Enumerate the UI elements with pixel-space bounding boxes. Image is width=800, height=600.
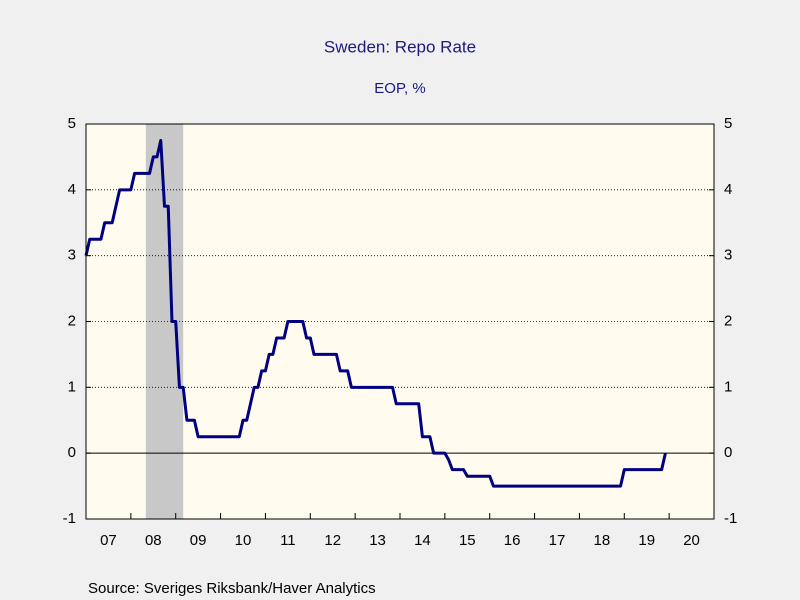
plot-border xyxy=(85,123,715,520)
source-note: Source: Sveriges Riksbank/Haver Analytic… xyxy=(88,580,376,597)
y2-tick-label: 1 xyxy=(724,378,732,395)
x-tick-label: 07 xyxy=(100,532,117,549)
x-tick-label: 17 xyxy=(549,532,566,549)
x-tick-label: 12 xyxy=(324,532,341,549)
data-line xyxy=(84,138,667,488)
y2-tick-label: 0 xyxy=(724,444,732,461)
x-tick-label: 14 xyxy=(414,532,431,549)
x-tick-label: 10 xyxy=(235,532,252,549)
x-tick-label: 20 xyxy=(683,532,700,549)
y-tick-label: 5 xyxy=(68,115,76,132)
y2-tick-label: 2 xyxy=(724,312,732,329)
x-tick-label: 19 xyxy=(638,532,655,549)
x-tick-label: 11 xyxy=(280,532,296,549)
x-tick-label: 09 xyxy=(190,532,207,549)
y-tick-label: 4 xyxy=(68,181,76,198)
chart-subtitle: EOP, % xyxy=(374,80,425,97)
x-tick-label: 13 xyxy=(369,532,386,549)
y-tick-label: 3 xyxy=(68,247,76,264)
y2-tick-label: -1 xyxy=(724,510,737,527)
y2-tick-label: 4 xyxy=(724,181,732,198)
y-tick-label: 0 xyxy=(68,444,76,461)
y-tick-label: -1 xyxy=(63,510,76,527)
x-tick-label: 08 xyxy=(145,532,162,549)
y-tick-label: 2 xyxy=(68,312,76,329)
y-tick-label: 1 xyxy=(68,378,76,395)
y2-tick-label: 5 xyxy=(724,115,732,132)
x-tick-label: 18 xyxy=(594,532,611,549)
y2-tick-label: 3 xyxy=(724,247,732,264)
chart-title: Sweden: Repo Rate xyxy=(324,37,476,56)
x-tick-label: 16 xyxy=(504,532,521,549)
x-tick-label: 15 xyxy=(459,532,476,549)
